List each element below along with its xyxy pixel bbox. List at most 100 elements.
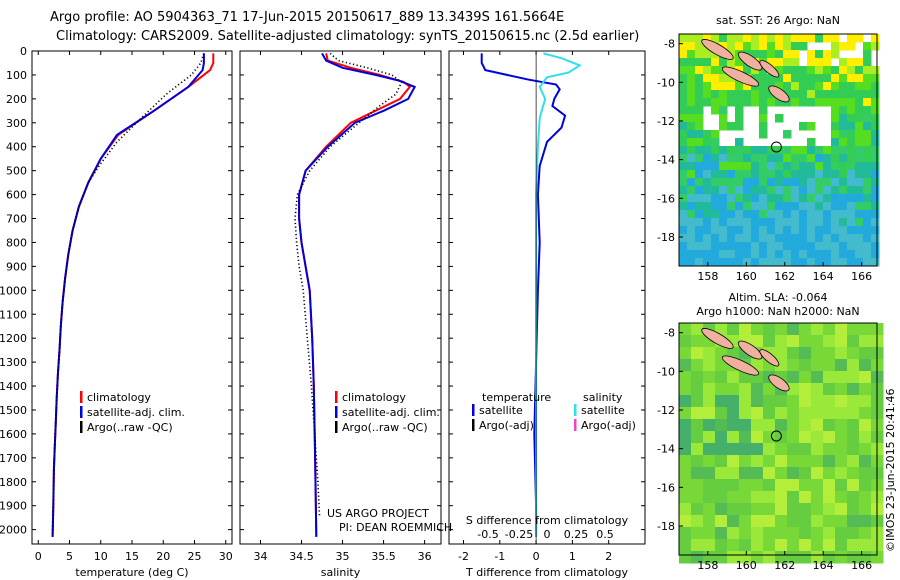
map-cell bbox=[799, 258, 808, 267]
map-cell bbox=[767, 178, 776, 187]
map-cell bbox=[791, 210, 800, 219]
map-cell bbox=[767, 154, 776, 163]
map-cell bbox=[831, 194, 840, 203]
map-cell bbox=[703, 234, 712, 243]
map-cell bbox=[751, 98, 760, 107]
map-cell bbox=[687, 258, 696, 267]
map-cell bbox=[783, 154, 792, 163]
map-cell bbox=[719, 146, 728, 155]
map-cell bbox=[775, 323, 788, 336]
map-cell bbox=[743, 90, 752, 99]
map-cell bbox=[847, 138, 856, 147]
map-cell bbox=[727, 194, 736, 203]
map-cell bbox=[775, 42, 784, 51]
map-cell bbox=[727, 34, 736, 43]
map-cell bbox=[863, 146, 872, 155]
map-cell bbox=[759, 250, 768, 259]
map-cell bbox=[835, 479, 848, 492]
map-cell bbox=[839, 210, 848, 219]
map-cell bbox=[783, 234, 792, 243]
map-cell bbox=[691, 323, 704, 336]
map-cell bbox=[839, 194, 848, 203]
map-cell bbox=[823, 407, 836, 420]
map-cell bbox=[759, 34, 768, 43]
map-cell bbox=[687, 90, 696, 99]
map-cell bbox=[847, 34, 856, 43]
map-cell bbox=[703, 178, 712, 187]
map-cell bbox=[759, 114, 768, 123]
map-cell bbox=[711, 130, 720, 139]
map-cell bbox=[735, 122, 744, 131]
map-cell bbox=[831, 258, 840, 267]
map-cell bbox=[727, 178, 736, 187]
map-cell bbox=[799, 250, 808, 259]
map-cell bbox=[743, 242, 752, 251]
map-cell bbox=[691, 443, 704, 456]
x-tick-label: 15 bbox=[125, 550, 139, 563]
map-cell bbox=[811, 479, 824, 492]
map-cell bbox=[679, 455, 692, 468]
map-y-tick-label: -18 bbox=[657, 231, 675, 244]
map-cell bbox=[791, 258, 800, 267]
legend-swatch bbox=[472, 419, 475, 431]
map-cell bbox=[687, 74, 696, 83]
map-cell bbox=[847, 383, 860, 396]
map-cell bbox=[727, 491, 740, 504]
map-cell bbox=[703, 383, 716, 396]
map-cell bbox=[847, 443, 860, 456]
map-cell bbox=[703, 455, 716, 468]
map-cell bbox=[727, 186, 736, 195]
map-cell bbox=[719, 186, 728, 195]
map-cell bbox=[799, 431, 812, 444]
map-cell bbox=[751, 34, 760, 43]
map-cell bbox=[863, 114, 872, 123]
map-cell bbox=[871, 226, 880, 235]
map-cell bbox=[703, 210, 712, 219]
map-cell bbox=[847, 178, 856, 187]
legend-heading-temperature: temperature bbox=[482, 391, 551, 404]
map-cell bbox=[767, 170, 776, 179]
map-cell bbox=[823, 50, 832, 59]
x2-tick-label: 0.5 bbox=[596, 528, 614, 541]
map-cell bbox=[859, 491, 872, 504]
map-cell bbox=[807, 250, 816, 259]
map-cell bbox=[855, 250, 864, 259]
x-axis-label: salinity bbox=[321, 566, 361, 579]
map-cell bbox=[775, 34, 784, 43]
map-cell bbox=[715, 479, 728, 492]
map-cell bbox=[823, 395, 836, 408]
map-cell bbox=[847, 491, 860, 504]
x-tick-label: -2 bbox=[458, 550, 469, 563]
map-cell bbox=[687, 58, 696, 67]
map-cell bbox=[711, 234, 720, 243]
map2-title-line-1: Altim. SLA: -0.064 bbox=[728, 291, 827, 304]
map-cell bbox=[863, 42, 872, 51]
map-cell bbox=[727, 162, 736, 171]
map-cell bbox=[687, 162, 696, 171]
map-cell bbox=[767, 234, 776, 243]
map-cell bbox=[863, 98, 872, 107]
map-cell bbox=[735, 170, 744, 179]
map-cell bbox=[679, 503, 692, 516]
map-cell bbox=[815, 162, 824, 171]
map-cell bbox=[847, 114, 856, 123]
map-cell bbox=[679, 66, 688, 75]
map-cell bbox=[799, 178, 808, 187]
map-cell bbox=[703, 491, 716, 504]
map-cell bbox=[727, 98, 736, 107]
map-cell bbox=[783, 50, 792, 59]
legend-swatch bbox=[472, 404, 475, 416]
argo-location-marker bbox=[770, 430, 782, 442]
map-cell bbox=[775, 74, 784, 83]
x-tick-label: 5 bbox=[66, 550, 73, 563]
map-cell bbox=[799, 323, 812, 336]
map-cell bbox=[759, 146, 768, 155]
map-cell bbox=[751, 479, 764, 492]
map-cell bbox=[799, 194, 808, 203]
map-cell bbox=[687, 178, 696, 187]
legend-entry: climatology bbox=[87, 391, 151, 404]
map-cell bbox=[799, 74, 808, 83]
map-cell bbox=[703, 170, 712, 179]
map-cell bbox=[695, 242, 704, 251]
map-cell bbox=[743, 210, 752, 219]
